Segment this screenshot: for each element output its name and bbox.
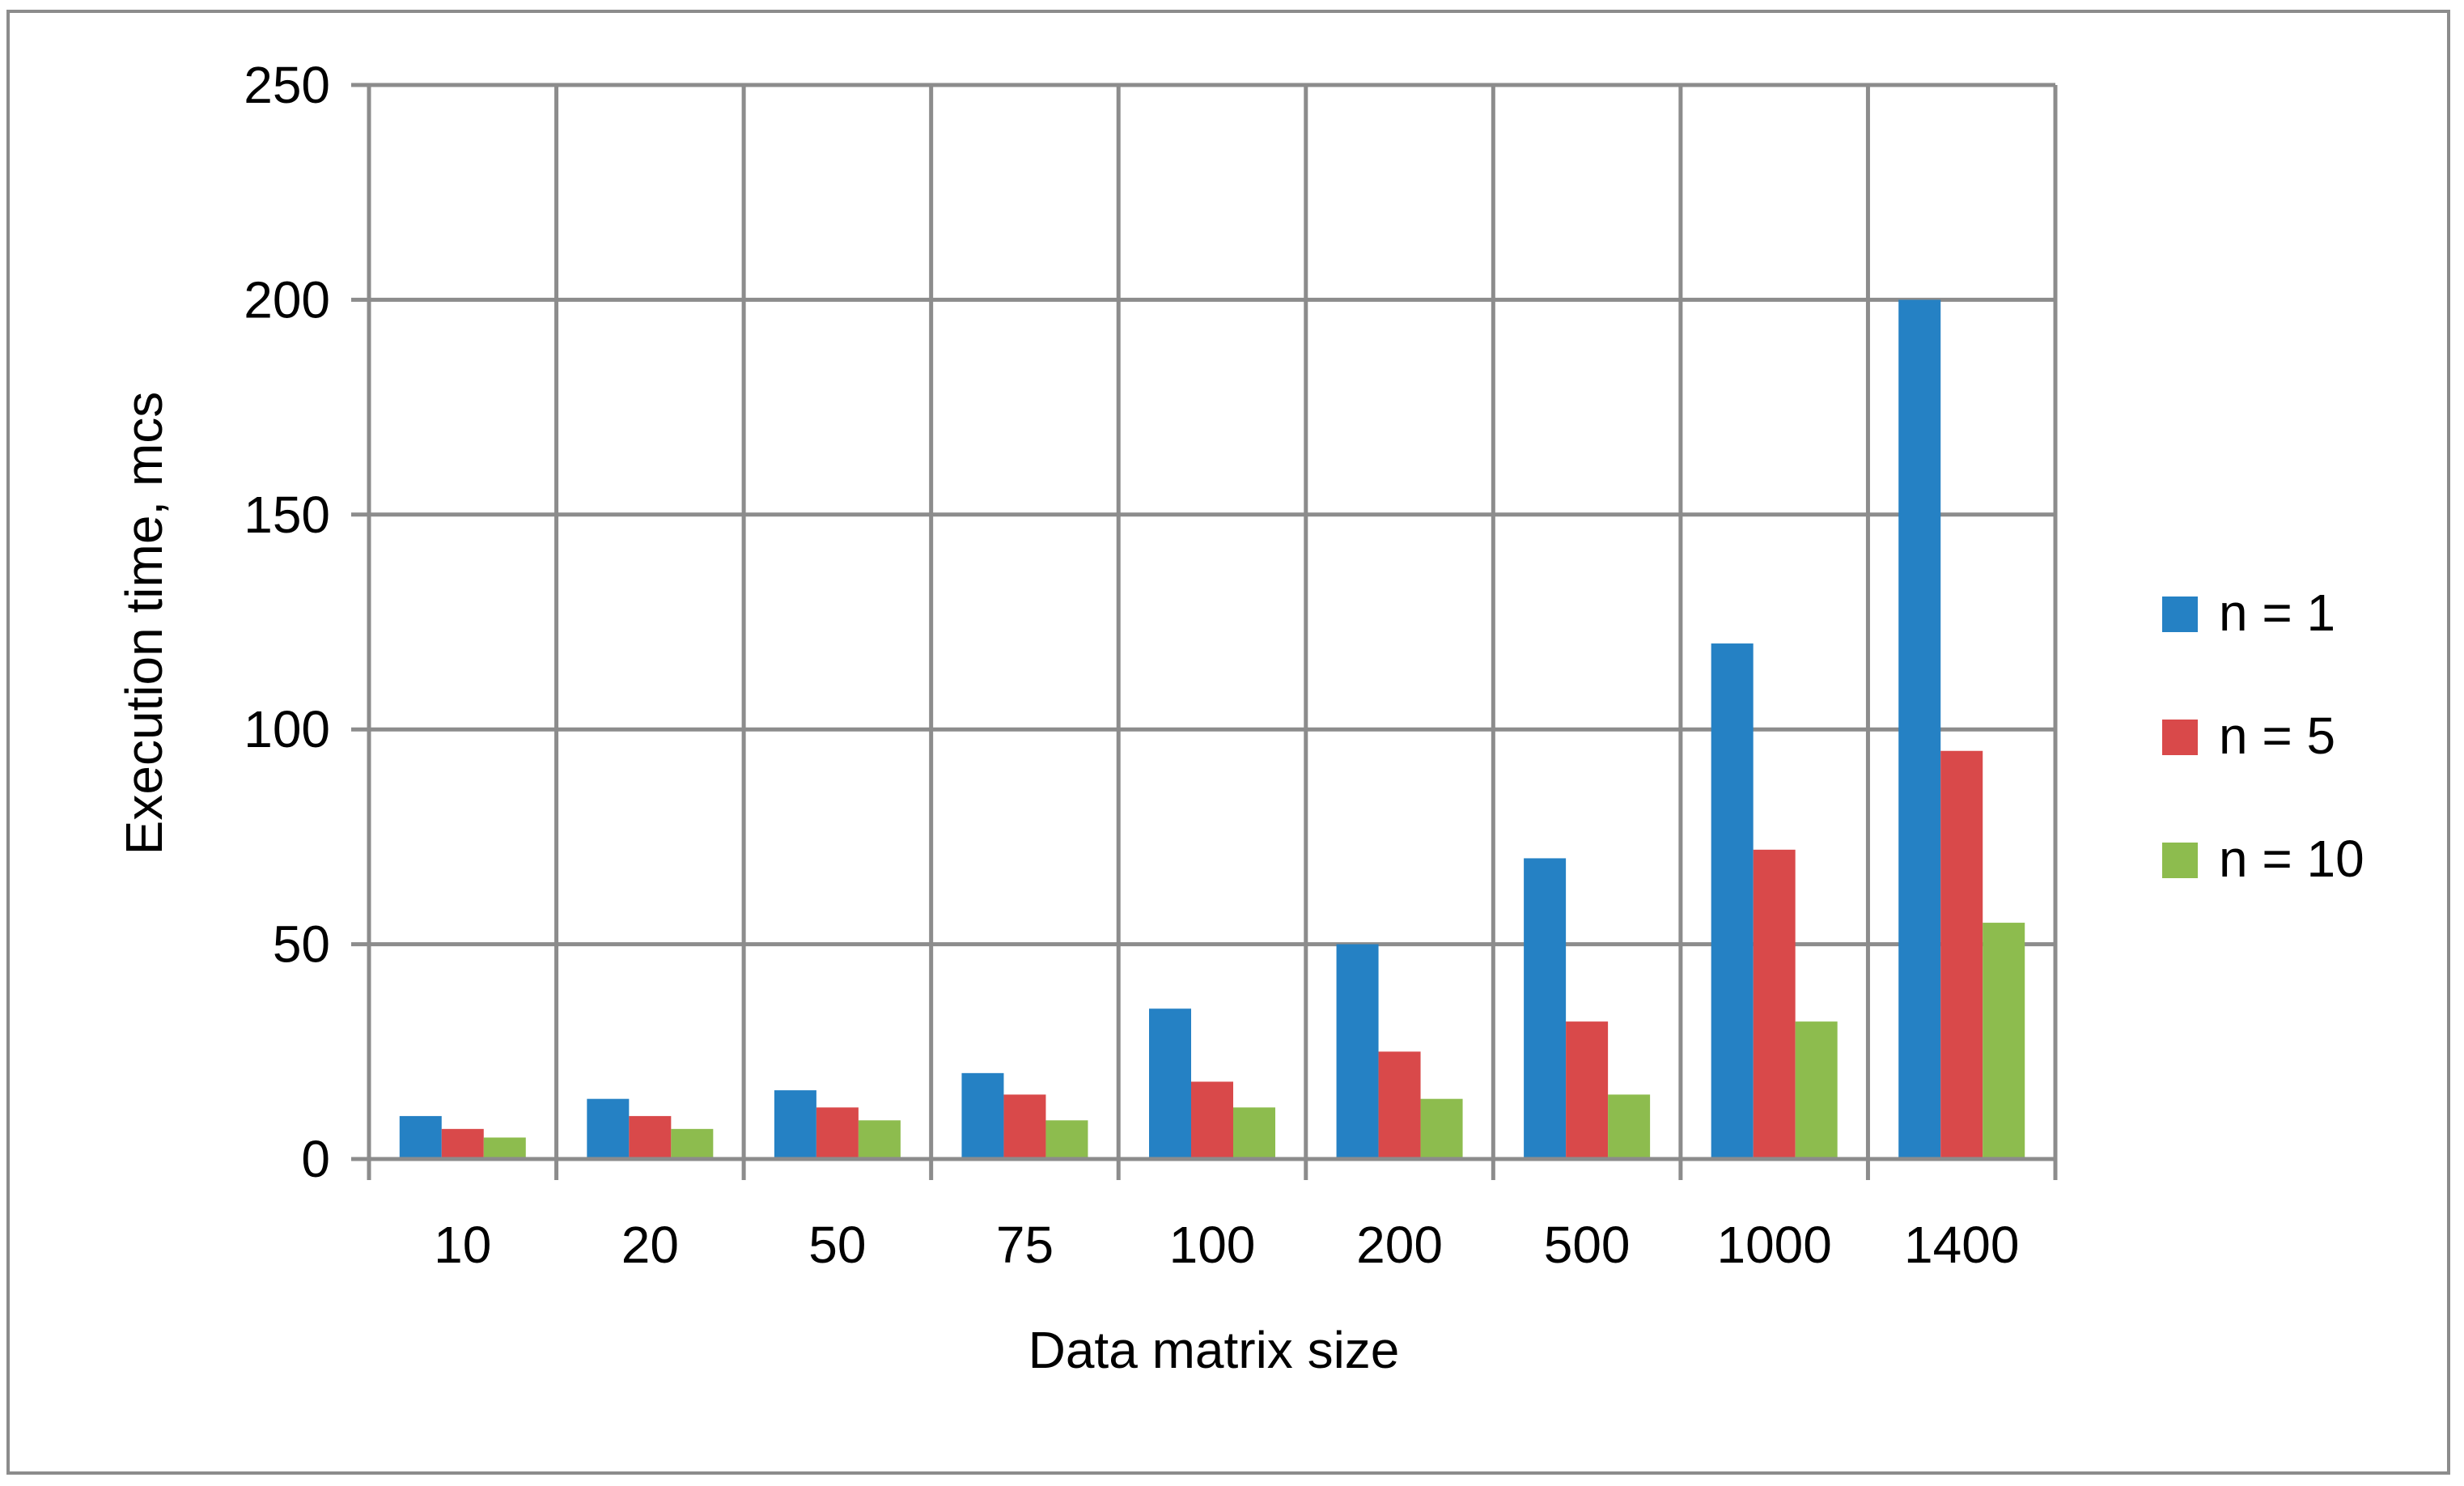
legend-label: n = 5 <box>2219 707 2335 765</box>
chart-border <box>6 10 2450 1475</box>
bars <box>399 299 2025 1159</box>
x-tick-label: 100 <box>1169 1216 1256 1274</box>
x-tick-label: 500 <box>1544 1216 1631 1274</box>
y-tick-label: 250 <box>244 56 330 114</box>
axes <box>351 83 2058 1180</box>
x-tick-label: 75 <box>996 1216 1054 1274</box>
x-tick-label: 1000 <box>1716 1216 1831 1274</box>
bar-n1-75 <box>961 1072 1004 1159</box>
legend-swatch <box>2162 597 2198 632</box>
bar-n5-20 <box>629 1115 672 1159</box>
bar-n5-100 <box>1191 1081 1233 1159</box>
bar-n10-50 <box>858 1120 901 1159</box>
bar-n10-1400 <box>1983 923 2025 1159</box>
bar-n10-75 <box>1045 1120 1088 1159</box>
y-tick-label: 50 <box>273 915 330 974</box>
bar-n10-100 <box>1233 1107 1275 1159</box>
x-tick-label: 1400 <box>1904 1216 2019 1274</box>
legend-label: n = 10 <box>2219 830 2364 888</box>
y-tick-label: 200 <box>244 270 330 329</box>
bar-n1-200 <box>1336 944 1379 1159</box>
bar-n10-20 <box>671 1128 714 1159</box>
bar-n1-10 <box>399 1115 442 1159</box>
bar-n1-1400 <box>1898 299 1941 1159</box>
bar-n1-1000 <box>1711 643 1754 1159</box>
y-tick-label: 0 <box>301 1130 330 1188</box>
x-tick-label: 50 <box>808 1216 866 1274</box>
bar-n5-500 <box>1566 1021 1609 1159</box>
bar-n1-100 <box>1149 1008 1191 1159</box>
x-tick-label: 20 <box>621 1216 679 1274</box>
bar-n10-1000 <box>1795 1021 1838 1159</box>
bar-n1-20 <box>587 1098 630 1159</box>
bar-n5-75 <box>1003 1094 1046 1159</box>
bar-n10-200 <box>1420 1098 1463 1159</box>
y-tick-label: 150 <box>244 486 330 544</box>
bar-n1-500 <box>1524 858 1567 1159</box>
legend-swatch <box>2162 843 2198 878</box>
y-axis-title: Execution time, mcs <box>115 392 173 856</box>
legend: n = 1 n = 5 n = 10 <box>2162 584 2364 888</box>
bar-n10-10 <box>483 1137 526 1159</box>
bar-n5-1400 <box>1940 750 1983 1159</box>
bar-n1-50 <box>774 1090 816 1159</box>
bar-n5-200 <box>1378 1051 1421 1159</box>
y-tick-label: 100 <box>244 700 330 758</box>
x-tick-label: 10 <box>434 1216 491 1274</box>
bar-n5-50 <box>816 1107 859 1159</box>
legend-label: n = 1 <box>2219 584 2335 642</box>
x-axis-title: Data matrix size <box>1028 1321 1400 1379</box>
bar-n5-1000 <box>1753 849 1796 1159</box>
x-tick-label: 200 <box>1356 1216 1443 1274</box>
legend-swatch <box>2162 720 2198 755</box>
bar-n5-10 <box>441 1128 484 1159</box>
bar-n10-500 <box>1608 1094 1651 1159</box>
tick-labels: 0 50 100 150 200 250 10 20 50 75 100 200 500 1000 1400 <box>244 56 2019 1274</box>
